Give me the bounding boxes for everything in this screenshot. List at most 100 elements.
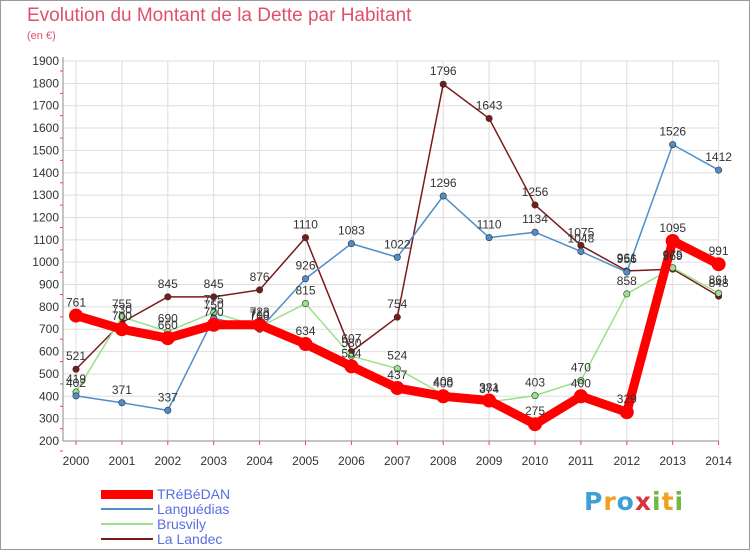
y-tick-label: 1600 bbox=[32, 121, 59, 135]
y-tick-label: 1500 bbox=[32, 143, 59, 157]
y-tick-label: 1300 bbox=[32, 188, 59, 202]
x-tick-label: 2007 bbox=[384, 454, 411, 468]
y-tick-label: 1800 bbox=[32, 76, 59, 90]
data-point bbox=[252, 317, 267, 332]
y-tick-label: 600 bbox=[39, 345, 59, 359]
x-tick-label: 2011 bbox=[568, 454, 594, 468]
data-label: 381 bbox=[479, 381, 499, 395]
data-point bbox=[256, 286, 264, 294]
data-label: 1095 bbox=[659, 221, 686, 235]
x-tick-label: 2003 bbox=[200, 454, 227, 468]
data-point bbox=[715, 289, 723, 297]
plot-area bbox=[63, 61, 719, 441]
legend-swatch bbox=[101, 523, 153, 525]
y-tick-label: 800 bbox=[39, 300, 59, 314]
logo-letter: o bbox=[616, 487, 635, 516]
data-point bbox=[210, 293, 218, 301]
logo-letter: i bbox=[652, 487, 662, 516]
x-tick-label: 2010 bbox=[522, 454, 549, 468]
data-label: 1256 bbox=[522, 185, 549, 199]
data-point bbox=[623, 268, 631, 276]
data-label: 419 bbox=[66, 372, 86, 386]
data-label: 660 bbox=[158, 318, 178, 332]
x-tick-label: 2006 bbox=[338, 454, 365, 468]
data-label: 861 bbox=[709, 273, 729, 287]
x-tick-label: 2012 bbox=[613, 454, 640, 468]
legend-swatch bbox=[101, 489, 153, 499]
proxiti-logo: Proxiti bbox=[584, 487, 684, 516]
data-point bbox=[393, 313, 401, 321]
data-point bbox=[298, 336, 313, 351]
data-label: 1526 bbox=[659, 125, 686, 139]
x-tick-label: 2002 bbox=[154, 454, 181, 468]
data-label: 775 bbox=[204, 292, 224, 306]
y-tick-label: 200 bbox=[39, 434, 59, 448]
data-label: 1022 bbox=[384, 237, 411, 251]
data-label: 1134 bbox=[522, 212, 548, 226]
x-tick-label: 2014 bbox=[705, 454, 732, 468]
data-point bbox=[436, 389, 451, 404]
data-label: 1048 bbox=[568, 231, 595, 245]
data-label: 750 bbox=[204, 298, 224, 312]
y-tick-label: 500 bbox=[39, 367, 59, 381]
data-label: 580 bbox=[341, 336, 361, 350]
data-point bbox=[114, 322, 129, 337]
data-point bbox=[390, 381, 405, 396]
legend-label: La Landec bbox=[157, 531, 223, 547]
data-label: 400 bbox=[433, 376, 453, 390]
logo-letter: r bbox=[603, 487, 617, 516]
data-point bbox=[347, 352, 355, 360]
chart-title: Evolution du Montant de la Dette par Hab… bbox=[27, 5, 412, 26]
data-label: 521 bbox=[66, 349, 86, 363]
data-label: 956 bbox=[617, 252, 637, 266]
data-label: 926 bbox=[295, 259, 315, 273]
data-label: 1412 bbox=[705, 150, 732, 164]
data-label: 754 bbox=[387, 297, 407, 311]
data-point bbox=[482, 393, 497, 408]
data-label: 700 bbox=[250, 309, 270, 323]
data-label: 1796 bbox=[430, 64, 457, 78]
data-label: 1643 bbox=[476, 98, 503, 112]
logo-letter: i bbox=[674, 487, 685, 516]
data-point bbox=[711, 257, 726, 272]
data-label: 690 bbox=[158, 311, 178, 325]
data-point bbox=[301, 300, 309, 308]
logo-letter: x bbox=[634, 487, 652, 516]
data-label: 991 bbox=[709, 244, 729, 258]
data-label: 848 bbox=[709, 276, 729, 290]
x-tick-label: 2013 bbox=[659, 454, 686, 468]
y-tick-label: 300 bbox=[39, 412, 59, 426]
data-label: 374 bbox=[479, 382, 499, 396]
data-label: 400 bbox=[571, 376, 591, 390]
y-tick-label: 1400 bbox=[32, 166, 59, 180]
data-point bbox=[531, 392, 539, 400]
data-point bbox=[69, 308, 83, 323]
y-tick-label: 1100 bbox=[33, 233, 59, 247]
data-label: 975 bbox=[663, 248, 683, 262]
legend-swatch bbox=[101, 508, 153, 510]
data-label: 720 bbox=[204, 305, 224, 319]
logo-letter: P bbox=[584, 487, 604, 516]
data-point bbox=[623, 290, 631, 298]
data-label: 408 bbox=[433, 375, 453, 389]
data-label: 1083 bbox=[338, 224, 365, 238]
x-tick-label: 2005 bbox=[292, 454, 319, 468]
data-label: 1110 bbox=[477, 218, 502, 232]
data-label: 755 bbox=[112, 297, 132, 311]
data-label: 1296 bbox=[430, 176, 457, 190]
data-label: 710 bbox=[250, 307, 270, 321]
legend-label: TRéBéDAN bbox=[157, 486, 231, 502]
data-point bbox=[485, 114, 493, 122]
data-point bbox=[619, 405, 634, 420]
data-point bbox=[164, 293, 172, 301]
y-tick-label: 1200 bbox=[32, 210, 59, 224]
data-point bbox=[439, 80, 447, 88]
legend-label: Brusvily bbox=[157, 516, 207, 532]
data-point bbox=[665, 233, 680, 248]
data-point bbox=[485, 234, 493, 242]
y-tick-label: 700 bbox=[39, 322, 59, 336]
data-point bbox=[715, 166, 723, 174]
data-label: 858 bbox=[617, 274, 637, 288]
data-point bbox=[164, 406, 172, 414]
